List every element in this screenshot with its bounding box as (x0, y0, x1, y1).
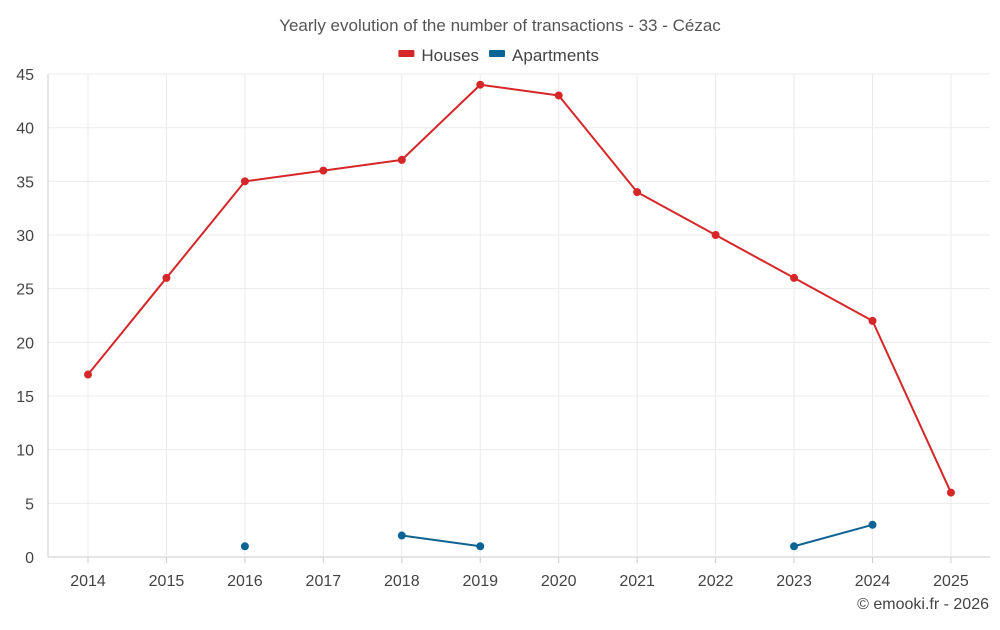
data-point-apartments (868, 520, 877, 529)
legend: Houses Apartments (398, 46, 599, 65)
x-tick-label: 2016 (227, 573, 263, 590)
data-point-houses (711, 231, 720, 239)
x-tick-label: 2023 (776, 573, 812, 590)
x-tick-label: 2025 (933, 573, 969, 590)
y-axis: 0 5 10 15 20 25 30 35 40 45 (16, 67, 34, 567)
legend-swatch-apartments (489, 50, 506, 57)
data-point-houses (633, 188, 642, 197)
x-tick-label: 2018 (384, 573, 420, 590)
chart-title: Yearly evolution of the number of transa… (279, 16, 721, 35)
x-tick-label: 2021 (619, 573, 655, 590)
series-line-apartments (401, 534, 481, 548)
y-tick-label: 5 (25, 496, 34, 513)
data-point-apartments (790, 542, 799, 551)
y-tick-label: 20 (16, 335, 34, 352)
y-tick-label: 15 (16, 389, 34, 406)
x-tick-label: 2024 (855, 573, 891, 590)
copyright-text: © emooki.fr - 2026 (857, 596, 989, 613)
x-tick-label: 2015 (149, 573, 185, 590)
data-point-apartments (476, 542, 485, 551)
data-point-houses (84, 370, 92, 379)
data-point-houses (554, 91, 563, 100)
data-point-houses (240, 177, 249, 186)
y-tick-label: 45 (16, 67, 34, 84)
y-tick-label: 25 (16, 282, 34, 299)
data-point-houses (162, 273, 171, 282)
y-tick-label: 35 (16, 174, 34, 191)
x-tick-label: 2022 (698, 573, 734, 590)
data-point-houses (868, 316, 877, 325)
data-point-apartments (397, 531, 406, 540)
x-tick-label: 2014 (70, 573, 106, 590)
y-tick-label: 0 (25, 550, 34, 567)
data-point-houses (319, 166, 328, 175)
y-tick-label: 10 (16, 443, 34, 460)
series-line-apartments (793, 523, 873, 548)
data-point-houses (397, 155, 406, 164)
data-point-apartments (240, 542, 249, 551)
y-tick-label: 40 (16, 121, 34, 138)
x-tick-label: 2017 (306, 573, 342, 590)
data-point-houses (476, 80, 485, 89)
data-point-houses (790, 273, 799, 282)
legend-label-apartments: Apartments (512, 46, 599, 65)
legend-swatch-houses (398, 50, 415, 57)
data-point-houses (946, 488, 955, 497)
legend-label-houses: Houses (421, 46, 479, 65)
x-axis: 2014 2015 2016 2017 2018 2019 2020 2021 2022 2023… (70, 573, 969, 590)
x-tick-label: 2020 (541, 573, 577, 590)
x-tick-label: 2019 (462, 573, 498, 590)
series-layer (84, 80, 955, 551)
series-line-houses (87, 83, 952, 494)
y-tick-label: 30 (16, 228, 34, 245)
grid (47, 73, 990, 563)
